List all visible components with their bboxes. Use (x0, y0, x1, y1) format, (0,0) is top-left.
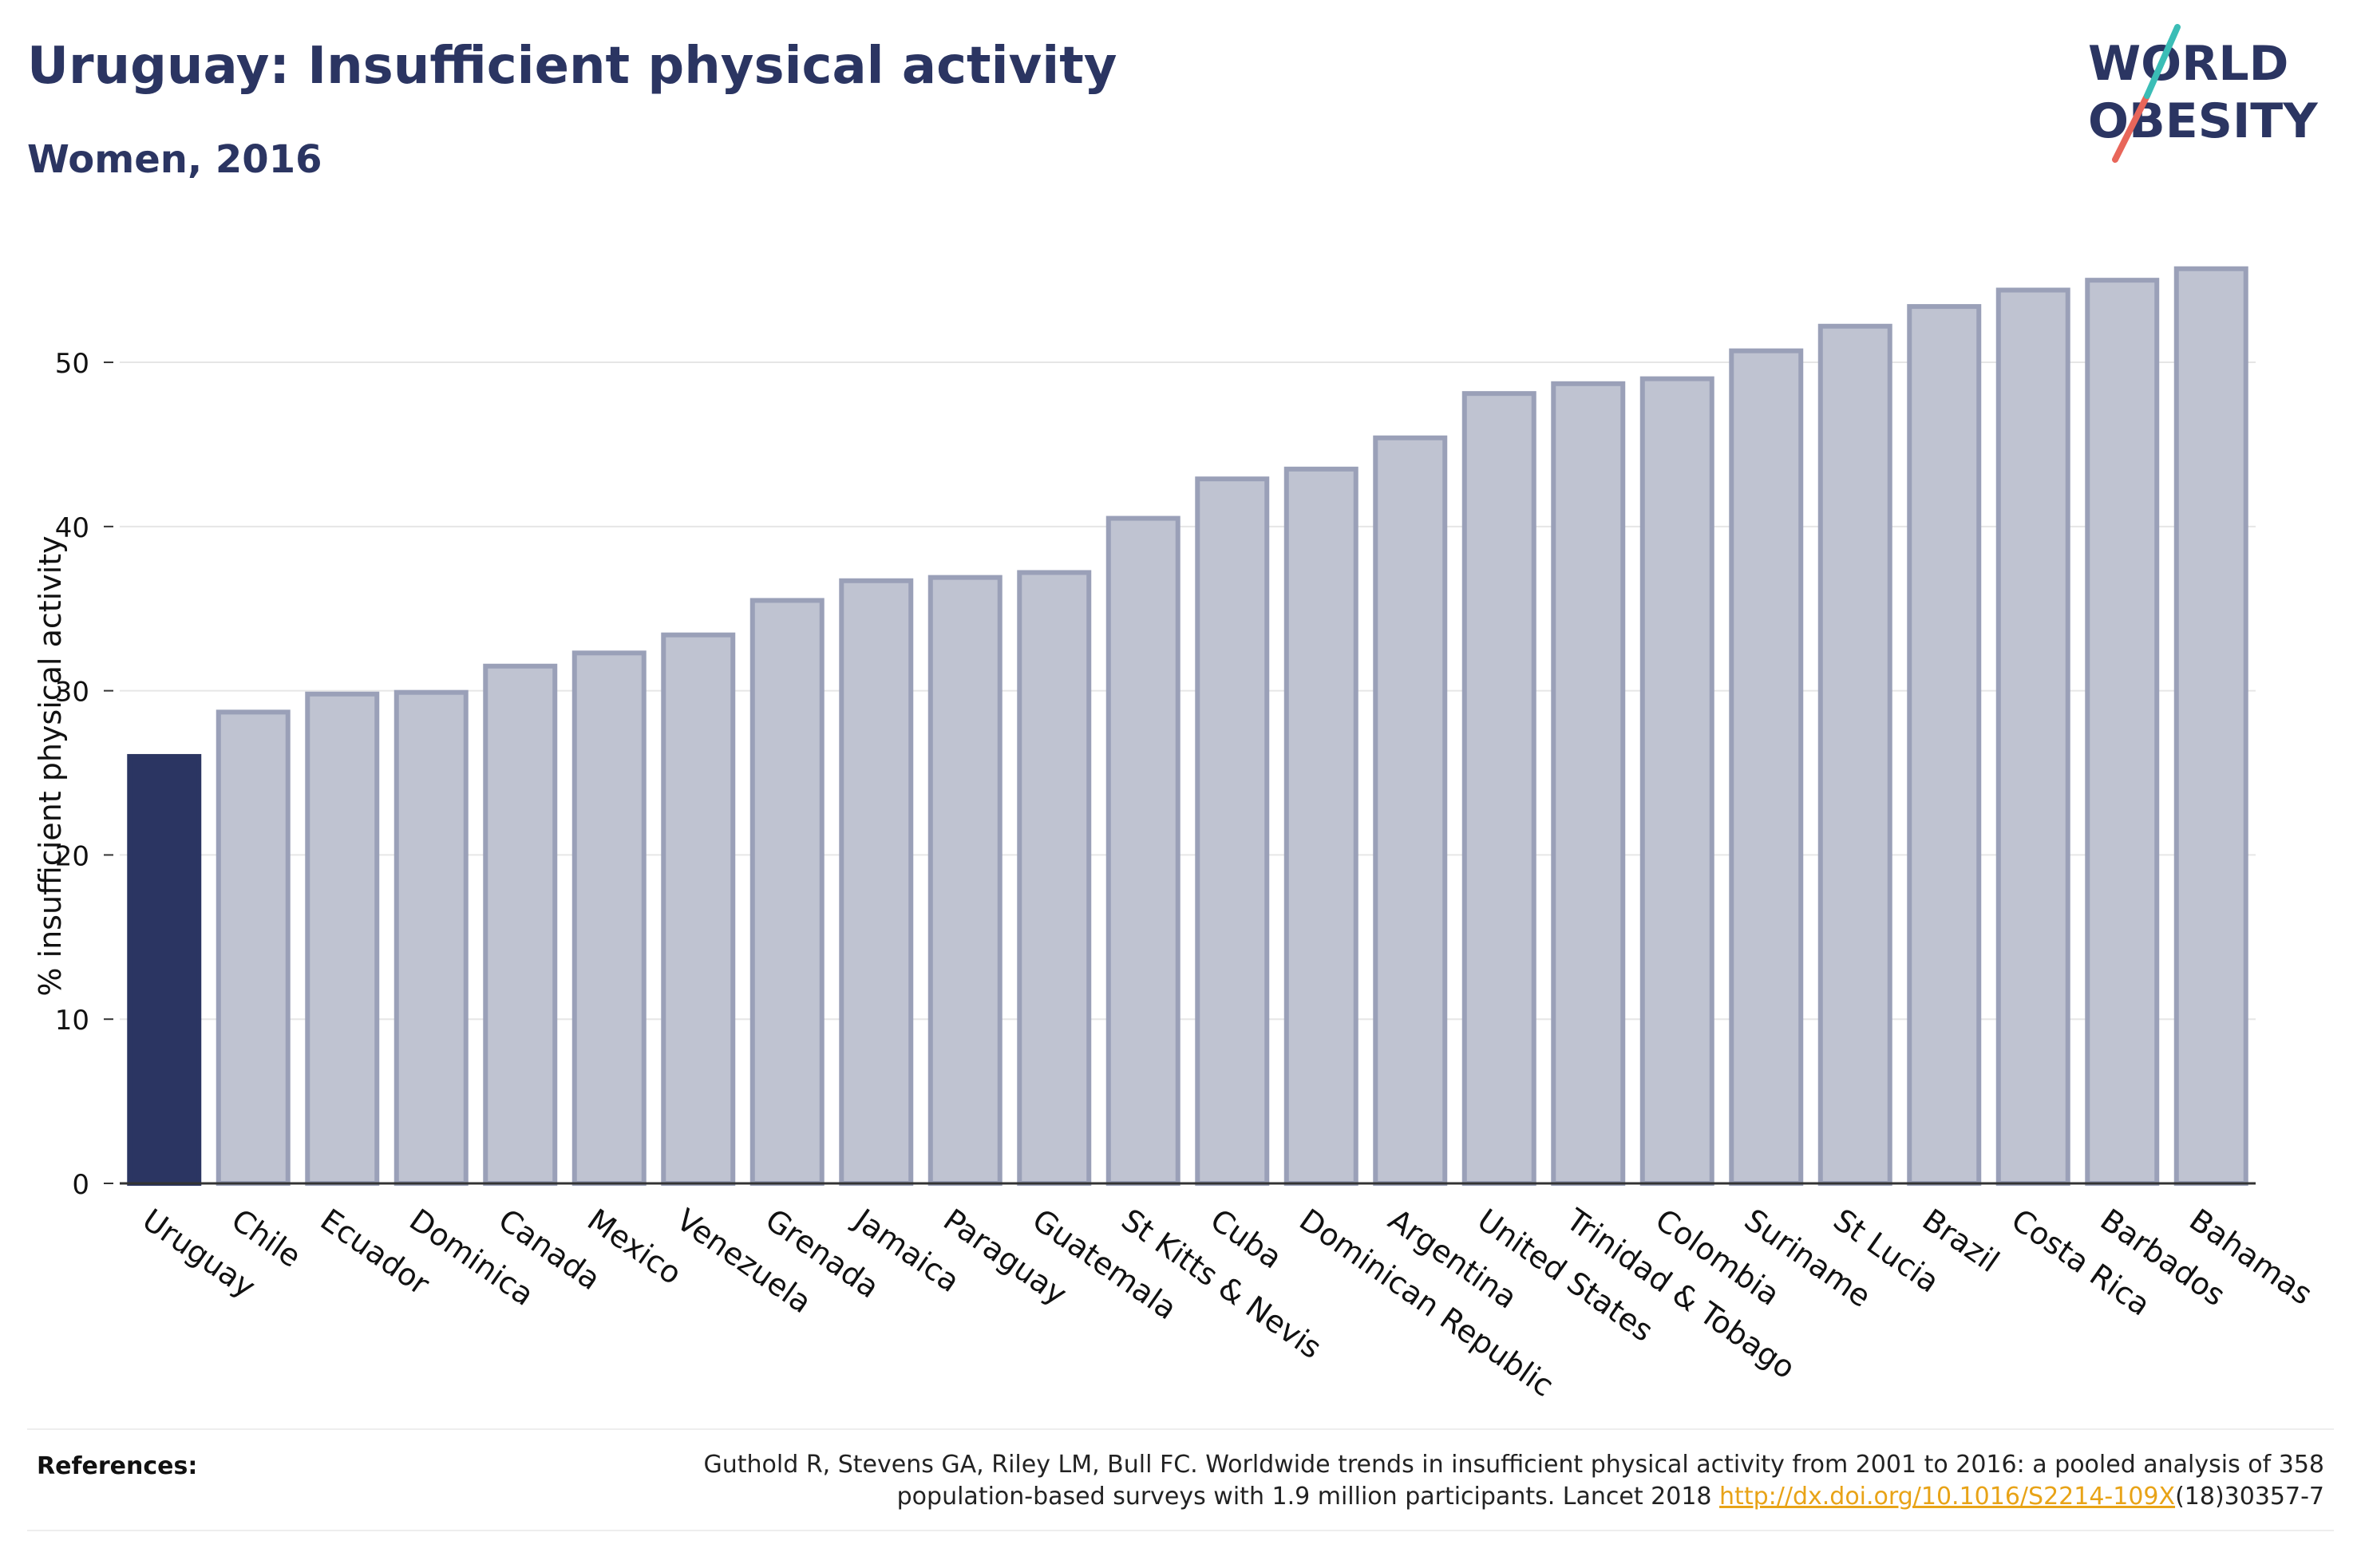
references-text: Guthold R, Stevens GA, Riley LM, Bull FC… (568, 1449, 2324, 1513)
bar-guatemala[interactable] (1017, 570, 1092, 1186)
logo-line1: WORLD (2088, 36, 2288, 92)
bar-dominica[interactable] (394, 689, 469, 1186)
y-tick-label: 10 (55, 1005, 89, 1037)
references-citation: Guthold R, Stevens GA, Riley LM, Bull FC… (703, 1451, 2324, 1511)
world-obesity-logo: WORLD OBESITY (2088, 24, 2319, 163)
bar-jamaica[interactable] (839, 578, 914, 1186)
bar-barbados[interactable] (2085, 278, 2160, 1187)
y-tick-label: 30 (55, 677, 89, 709)
bar-trinidad-tobago[interactable] (1551, 381, 1626, 1187)
bar-canada[interactable] (483, 663, 558, 1186)
bars (127, 266, 2248, 1187)
y-tick-label: 50 (55, 348, 89, 380)
axes (104, 361, 2256, 1185)
bar-united-states[interactable] (1461, 391, 1536, 1186)
logo-slash-teal (2144, 24, 2181, 99)
y-tick-label: 40 (55, 512, 89, 544)
y-axis-label: % insufficient physical activity (33, 535, 68, 996)
page-subtitle: Women, 2016 (27, 137, 322, 182)
bar-argentina[interactable] (1373, 435, 1448, 1186)
y-tick-label: 20 (55, 840, 89, 872)
grid-lines (120, 361, 2256, 1021)
bar-cuba[interactable] (1195, 476, 1270, 1186)
bar-st-kitts-nevis[interactable] (1105, 515, 1180, 1186)
bar-colombia[interactable] (1639, 376, 1714, 1186)
references-label: References: (37, 1452, 198, 1480)
bar-paraguay[interactable] (927, 575, 1003, 1186)
logo-slash-coral (2112, 93, 2150, 163)
bar-bahamas[interactable] (2173, 266, 2248, 1186)
references-citation-end: (18)30357-7 (2175, 1483, 2324, 1511)
page-title: Uruguay: Insufficient physical activity (27, 37, 1117, 96)
bar-grenada[interactable] (749, 598, 825, 1186)
bar-chile[interactable] (216, 709, 291, 1186)
bar-mexico[interactable] (571, 650, 647, 1186)
bar-suriname[interactable] (1729, 348, 1804, 1187)
bar-dominican-republic[interactable] (1283, 466, 1358, 1186)
bar-ecuador[interactable] (305, 691, 380, 1186)
bar-uruguay[interactable] (127, 753, 202, 1186)
bar-costa-rica[interactable] (1995, 287, 2070, 1186)
references-section: References: Guthold R, Stevens GA, Riley… (27, 1428, 2334, 1531)
bar-brazil[interactable] (1907, 304, 1982, 1186)
bar-venezuela[interactable] (661, 632, 736, 1186)
references-doi-link[interactable]: http://dx.doi.org/10.1016/S2214-109X (1719, 1483, 2176, 1511)
y-tick-label: 0 (72, 1169, 89, 1201)
bar-st-lucia[interactable] (1817, 323, 1892, 1187)
